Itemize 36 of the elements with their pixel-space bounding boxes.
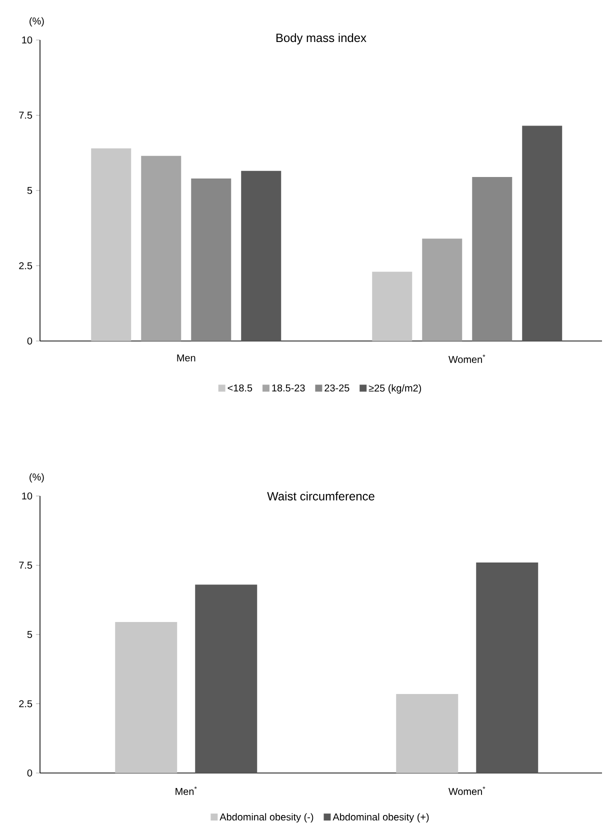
legend-label: 18.5-23: [272, 384, 305, 392]
bar: [372, 272, 412, 341]
y-tick-label: 7.5: [19, 562, 32, 569]
legend-label: Abdominal obesity (+): [332, 813, 429, 822]
legend-label: Abdominal obesity (-): [220, 813, 314, 822]
bar: [91, 148, 132, 341]
x-tick-label: Women$^{*}$: [448, 786, 486, 795]
y-axis-title: (%): [30, 17, 44, 27]
bar: [422, 238, 462, 341]
bar: [472, 176, 512, 341]
y-tick-label: 7.5: [19, 112, 32, 119]
y-tick-label: 2.5: [19, 262, 32, 270]
bar: [191, 178, 232, 341]
legend-label: <18.5: [228, 384, 252, 392]
bar: [115, 622, 178, 773]
y-tick-label: 10: [22, 36, 32, 44]
bar: [476, 562, 538, 773]
bar: [396, 694, 458, 773]
chart-title: Waist circumference: [267, 492, 374, 500]
bar: [522, 126, 562, 341]
legend-label: 23-25: [324, 384, 350, 392]
y-tick-label: 0: [27, 337, 32, 345]
y-tick-label: 5: [27, 631, 32, 638]
bar: [195, 584, 258, 773]
y-tick-label: 2.5: [19, 700, 32, 708]
bar: [241, 170, 282, 341]
bar: [141, 156, 182, 341]
x-tick-label: Men: [177, 354, 196, 362]
y-tick-label: 10: [22, 492, 32, 500]
x-tick-label: Women$^{*}$: [448, 354, 486, 363]
y-axis-title: (%): [30, 473, 44, 483]
y-tick-label: 0: [27, 769, 32, 777]
y-tick-label: 5: [27, 187, 32, 194]
chart-title: Body mass index: [276, 33, 366, 44]
legend-label: ≥25 (kg/m2): [368, 384, 422, 394]
x-tick-label: Men$^{*}$: [176, 786, 197, 795]
